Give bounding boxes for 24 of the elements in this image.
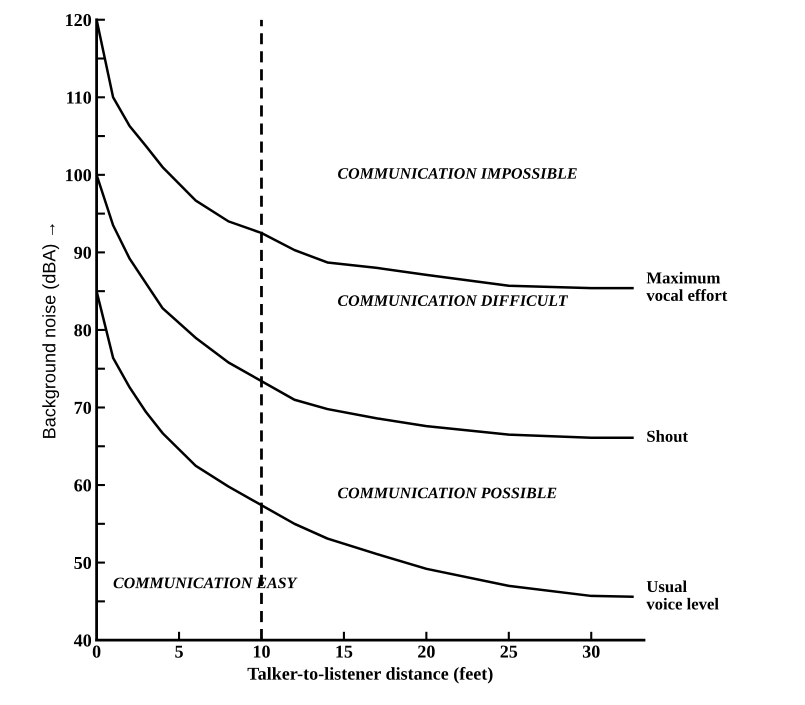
y-axis-title: Background noise (dBA) → [42,224,60,438]
x-tick-label: 0 [92,646,100,658]
y-tick-label: 90 [74,246,92,259]
series-label: Shout [647,430,688,442]
x-tick-label: 10 [254,646,270,658]
y-tick-label: 120 [66,14,92,26]
y-tick-label: 40 [74,634,92,647]
y-tick-label: 110 [67,92,92,104]
y-tick-label: 70 [74,402,92,414]
y-tick-label: 80 [74,324,92,336]
y-tick-label: 50 [74,556,92,570]
y-tick-label: 100 [66,169,92,182]
x-tick-label: 30 [582,646,600,658]
annotation: COMMUNICATION POSSIBLE [338,488,556,498]
series-label: Maximum vocal effort [646,272,728,301]
annotation: COMMUNICATION IMPOSSIBLE [338,168,577,179]
series-label: Usual voice level [646,580,719,610]
x-tick-label: 25 [500,646,518,658]
x-axis-title: Talker-to-listener distance (feet) [248,666,493,684]
annotation: COMMUNICATION DIFFICULT [338,295,568,306]
y-tick-label: 60 [74,479,92,492]
x-tick-label: 5 [175,646,183,658]
x-tick-label: 15 [336,646,352,658]
x-tick-label: 20 [418,646,435,658]
